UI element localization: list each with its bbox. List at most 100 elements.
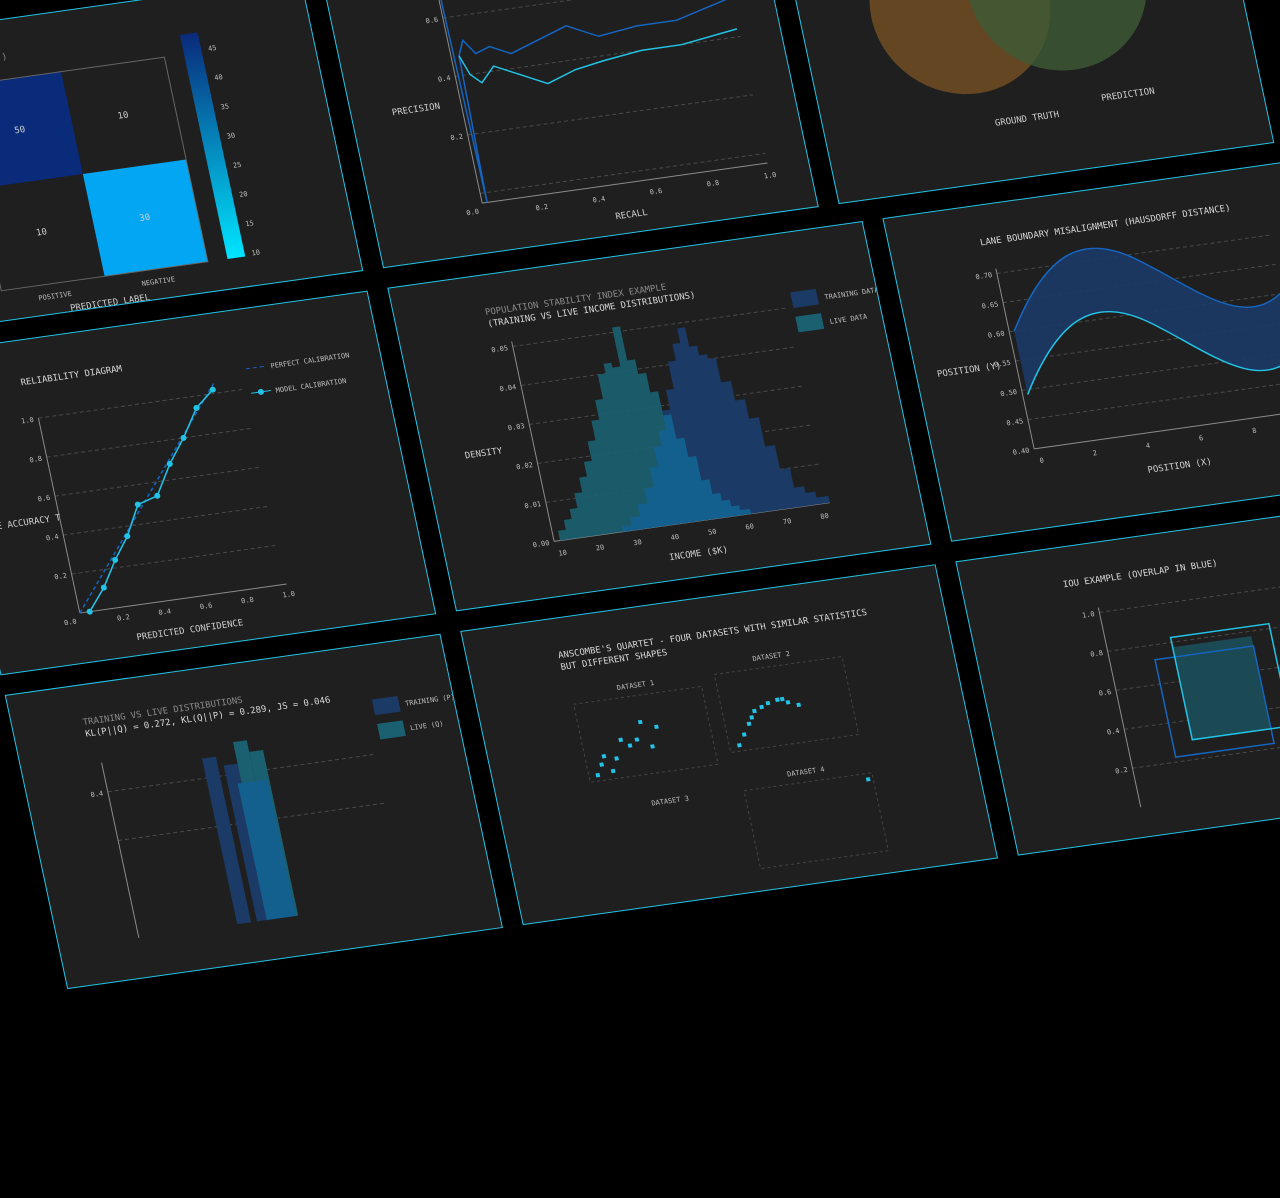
svg-text:80: 80 xyxy=(820,512,830,521)
svg-text:NEGATIVE: NEGATIVE xyxy=(141,275,176,287)
svg-text:0.8: 0.8 xyxy=(29,455,43,465)
series-a-line xyxy=(439,0,731,203)
svg-text:POSITION (X): POSITION (X) xyxy=(1147,457,1213,476)
svg-text:LIVE DATA: LIVE DATA xyxy=(829,313,869,326)
confusion-matrix-chart: (TP=50, ...) 50 10 10 30 POSITIVE NEGATI… xyxy=(0,32,261,314)
svg-text:0.40: 0.40 xyxy=(1012,447,1030,457)
svg-text:0.2: 0.2 xyxy=(535,203,549,213)
svg-text:30: 30 xyxy=(139,213,152,224)
svg-text:DATASET 4: DATASET 4 xyxy=(786,765,825,778)
svg-text:0.4: 0.4 xyxy=(45,533,59,543)
svg-text:0.2: 0.2 xyxy=(116,613,130,623)
svg-text:0.4: 0.4 xyxy=(437,74,451,84)
svg-text:LANE BOUNDARY MISALIGNMENT (HA: LANE BOUNDARY MISALIGNMENT (HAUSDORFF DI… xyxy=(979,204,1231,249)
confusion-matrix-panel: (TP=50, ...) 50 10 10 30 POSITIVE NEGATI… xyxy=(0,0,364,333)
svg-text:0.8: 0.8 xyxy=(240,596,254,606)
svg-text:0.6: 0.6 xyxy=(425,16,439,26)
svg-text:0.4: 0.4 xyxy=(1106,727,1120,737)
svg-text:1.0: 1.0 xyxy=(282,590,296,600)
svg-text:0.0: 0.0 xyxy=(63,618,77,628)
svg-text:0.6: 0.6 xyxy=(199,602,213,612)
svg-text:35: 35 xyxy=(220,102,230,111)
svg-text:0.70: 0.70 xyxy=(975,271,993,281)
psi-chart: POPULATION STABILITY INDEX EXAMPLE (TRAI… xyxy=(464,283,880,563)
svg-text:PREDICTION: PREDICTION xyxy=(1100,87,1155,104)
anscombe-chart: ANSCOMBE'S QUARTET - FOUR DATASETS WITH … xyxy=(557,608,890,870)
svg-text:0.4: 0.4 xyxy=(592,195,606,205)
svg-text:0.4: 0.4 xyxy=(90,790,104,800)
overlap-area xyxy=(1172,636,1271,740)
svg-text:10: 10 xyxy=(558,549,568,558)
svg-text:POSITION (Y): POSITION (Y) xyxy=(936,361,1002,380)
svg-text:MODEL CALIBRATION: MODEL CALIBRATION xyxy=(275,377,347,395)
svg-text:70: 70 xyxy=(782,517,792,526)
svg-text:0.2: 0.2 xyxy=(450,133,464,143)
svg-text:RECALL: RECALL xyxy=(615,208,649,222)
svg-text:10: 10 xyxy=(35,227,48,238)
svg-text:TRAINING (P): TRAINING (P) xyxy=(404,693,455,708)
svg-text:0.8: 0.8 xyxy=(1090,649,1104,659)
svg-text:25: 25 xyxy=(232,161,242,170)
svg-text:0.02: 0.02 xyxy=(515,461,533,471)
chart-title: (TP=50, ...) xyxy=(0,52,8,71)
svg-text:TRUE ACCURACY T: TRUE ACCURACY T xyxy=(0,513,62,534)
svg-text:LIVE (Q): LIVE (Q) xyxy=(410,720,445,732)
iou-panel: IOU EXAMPLE (OVERLAP IN BLUE) 1.0 0.8 0.… xyxy=(955,500,1280,856)
kl-divergence-panel: TRAINING VS LIVE DISTRIBUTIONS KL(P||Q) … xyxy=(4,633,503,990)
iou-chart: IOU EXAMPLE (OVERLAP IN BLUE) 1.0 0.8 0.… xyxy=(1062,559,1280,808)
svg-text:INCOME ($K): INCOME ($K) xyxy=(668,545,729,563)
svg-text:4: 4 xyxy=(1145,442,1151,450)
svg-text:0.01: 0.01 xyxy=(524,500,542,510)
svg-text:10: 10 xyxy=(251,248,261,257)
precision-recall-panel: 0.6 0.4 0.2 0.0 0.2 0.4 0.6 0.8 1.0 RECA… xyxy=(320,0,819,269)
svg-text:40: 40 xyxy=(214,73,224,82)
svg-text:DATASET 3: DATASET 3 xyxy=(651,795,690,808)
svg-text:0.05: 0.05 xyxy=(491,344,509,354)
svg-text:10: 10 xyxy=(117,110,130,121)
svg-text:0.60: 0.60 xyxy=(987,330,1005,340)
svg-text:0.04: 0.04 xyxy=(499,383,517,393)
svg-text:45: 45 xyxy=(207,44,217,53)
svg-text:0.6: 0.6 xyxy=(37,494,51,504)
svg-text:1.0: 1.0 xyxy=(763,171,777,181)
svg-text:2: 2 xyxy=(1092,449,1098,457)
svg-text:0.4: 0.4 xyxy=(158,607,172,617)
svg-text:0: 0 xyxy=(1039,457,1045,465)
colorbar xyxy=(179,32,246,259)
svg-text:30: 30 xyxy=(226,132,236,141)
svg-text:20: 20 xyxy=(238,190,248,199)
svg-text:6: 6 xyxy=(1198,434,1204,442)
svg-text:0.55: 0.55 xyxy=(993,359,1011,369)
svg-text:8: 8 xyxy=(1251,427,1257,435)
svg-text:0.65: 0.65 xyxy=(981,300,999,310)
reliability-chart: RELIABILITY DIAGRAM 1.0 0.8 0.6 0.4 0.2 … xyxy=(0,351,350,643)
svg-text:0.2: 0.2 xyxy=(54,572,68,582)
svg-text:0.45: 0.45 xyxy=(1006,417,1024,427)
prediction-circle xyxy=(965,0,1147,71)
svg-text:0.2: 0.2 xyxy=(1115,766,1129,776)
svg-text:RELIABILITY DIAGRAM: RELIABILITY DIAGRAM xyxy=(20,364,123,388)
psi-panel: POPULATION STABILITY INDEX EXAMPLE (TRAI… xyxy=(387,221,932,612)
svg-text:60: 60 xyxy=(745,522,755,531)
svg-text:DATASET 1: DATASET 1 xyxy=(616,679,655,692)
svg-text:0.50: 0.50 xyxy=(1000,388,1018,398)
svg-text:GROUND TRUTH: GROUND TRUTH xyxy=(994,110,1060,129)
svg-text:30: 30 xyxy=(633,538,643,547)
svg-text:0.03: 0.03 xyxy=(507,422,525,432)
venn-panel: GROUND TRUTH PREDICTION xyxy=(776,0,1275,205)
svg-text:TRAINING DATA: TRAINING DATA xyxy=(824,286,880,302)
venn-chart: GROUND TRUTH PREDICTION xyxy=(869,0,1156,129)
svg-text:PRECISION: PRECISION xyxy=(391,102,441,119)
svg-text:1.0: 1.0 xyxy=(20,416,34,426)
svg-text:50: 50 xyxy=(14,125,27,136)
anscombe-panel: ANSCOMBE'S QUARTET - FOUR DATASETS WITH … xyxy=(460,564,999,926)
svg-text:0.6: 0.6 xyxy=(649,187,663,197)
svg-text:50: 50 xyxy=(707,528,717,537)
svg-text:PREDICTED CONFIDENCE: PREDICTED CONFIDENCE xyxy=(136,618,245,643)
svg-text:DATASET 2: DATASET 2 xyxy=(752,650,791,663)
svg-text:PREDICTED LABEL: PREDICTED LABEL xyxy=(69,293,151,314)
svg-text:40: 40 xyxy=(670,533,680,542)
svg-text:0.00: 0.00 xyxy=(532,539,550,549)
svg-text:0.6: 0.6 xyxy=(1098,688,1112,698)
